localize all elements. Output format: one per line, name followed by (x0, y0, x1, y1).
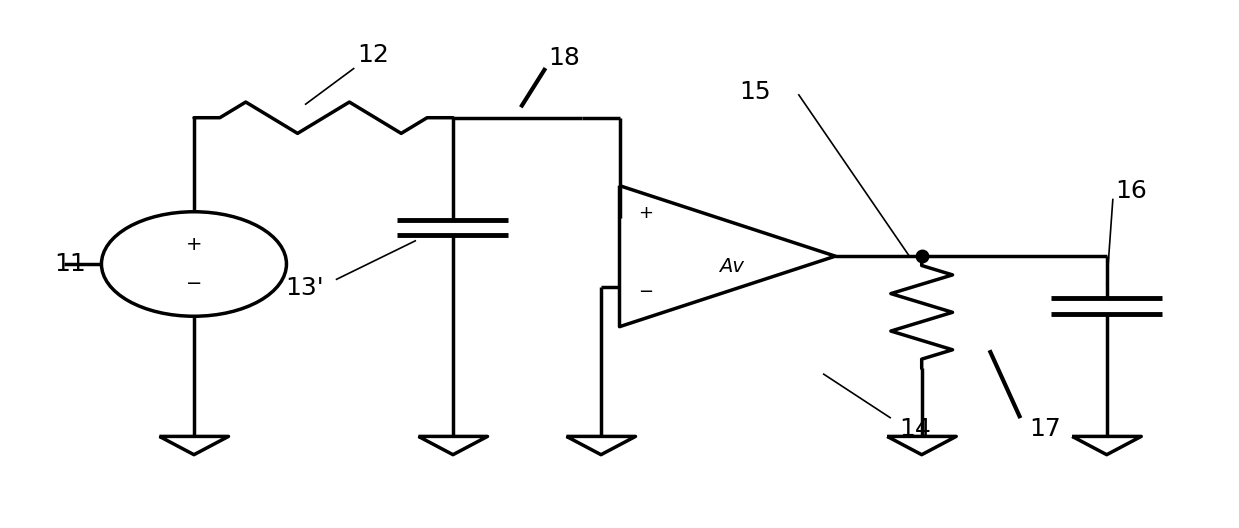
Text: −: − (186, 275, 202, 294)
Text: +: + (638, 204, 653, 222)
Text: 18: 18 (548, 45, 580, 70)
Text: 12: 12 (357, 43, 389, 67)
Text: −: − (638, 284, 653, 301)
Text: +: + (186, 234, 202, 253)
Text: 15: 15 (740, 80, 771, 103)
Text: 14: 14 (900, 417, 932, 440)
Text: Av: Av (720, 257, 745, 276)
Text: 16: 16 (1115, 179, 1147, 203)
Text: 13': 13' (286, 276, 325, 299)
Text: 11: 11 (55, 252, 87, 276)
Text: 17: 17 (1030, 417, 1061, 440)
